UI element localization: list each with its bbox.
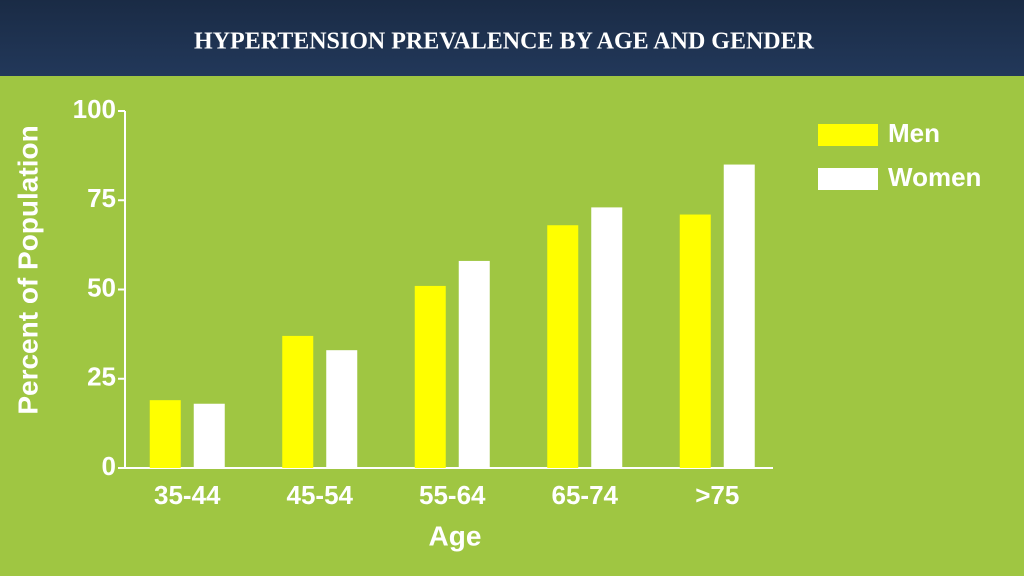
bar	[591, 207, 623, 468]
y-tick-label: 0	[102, 451, 116, 481]
chart-title: HYPERTENSION PREVALENCE BY AGE AND GENDE…	[194, 29, 815, 55]
bar	[326, 350, 358, 468]
legend-label: Men	[888, 118, 940, 148]
header-band	[0, 0, 1024, 76]
y-tick-label: 100	[73, 94, 116, 124]
bar	[679, 214, 711, 468]
legend-label: Women	[888, 162, 981, 192]
y-tick-label: 75	[87, 183, 116, 213]
x-tick-label: 65-74	[552, 480, 619, 510]
bar	[414, 285, 446, 468]
y-tick-label: 50	[87, 272, 116, 302]
bar	[458, 260, 490, 468]
x-axis-label: Age	[429, 520, 482, 551]
y-axis-label: Percent of Population	[12, 125, 43, 414]
bar	[282, 335, 314, 468]
x-tick-label: >75	[695, 480, 739, 510]
bar	[149, 400, 181, 468]
x-tick-label: 55-64	[419, 480, 486, 510]
bar	[547, 225, 579, 468]
legend-swatch	[818, 168, 878, 190]
x-tick-label: 45-54	[287, 480, 354, 510]
x-tick-label: 35-44	[154, 480, 221, 510]
legend-swatch	[818, 124, 878, 146]
y-tick-label: 25	[87, 362, 116, 392]
bar	[723, 164, 755, 469]
bar	[193, 403, 225, 468]
chart-background	[0, 76, 1024, 576]
